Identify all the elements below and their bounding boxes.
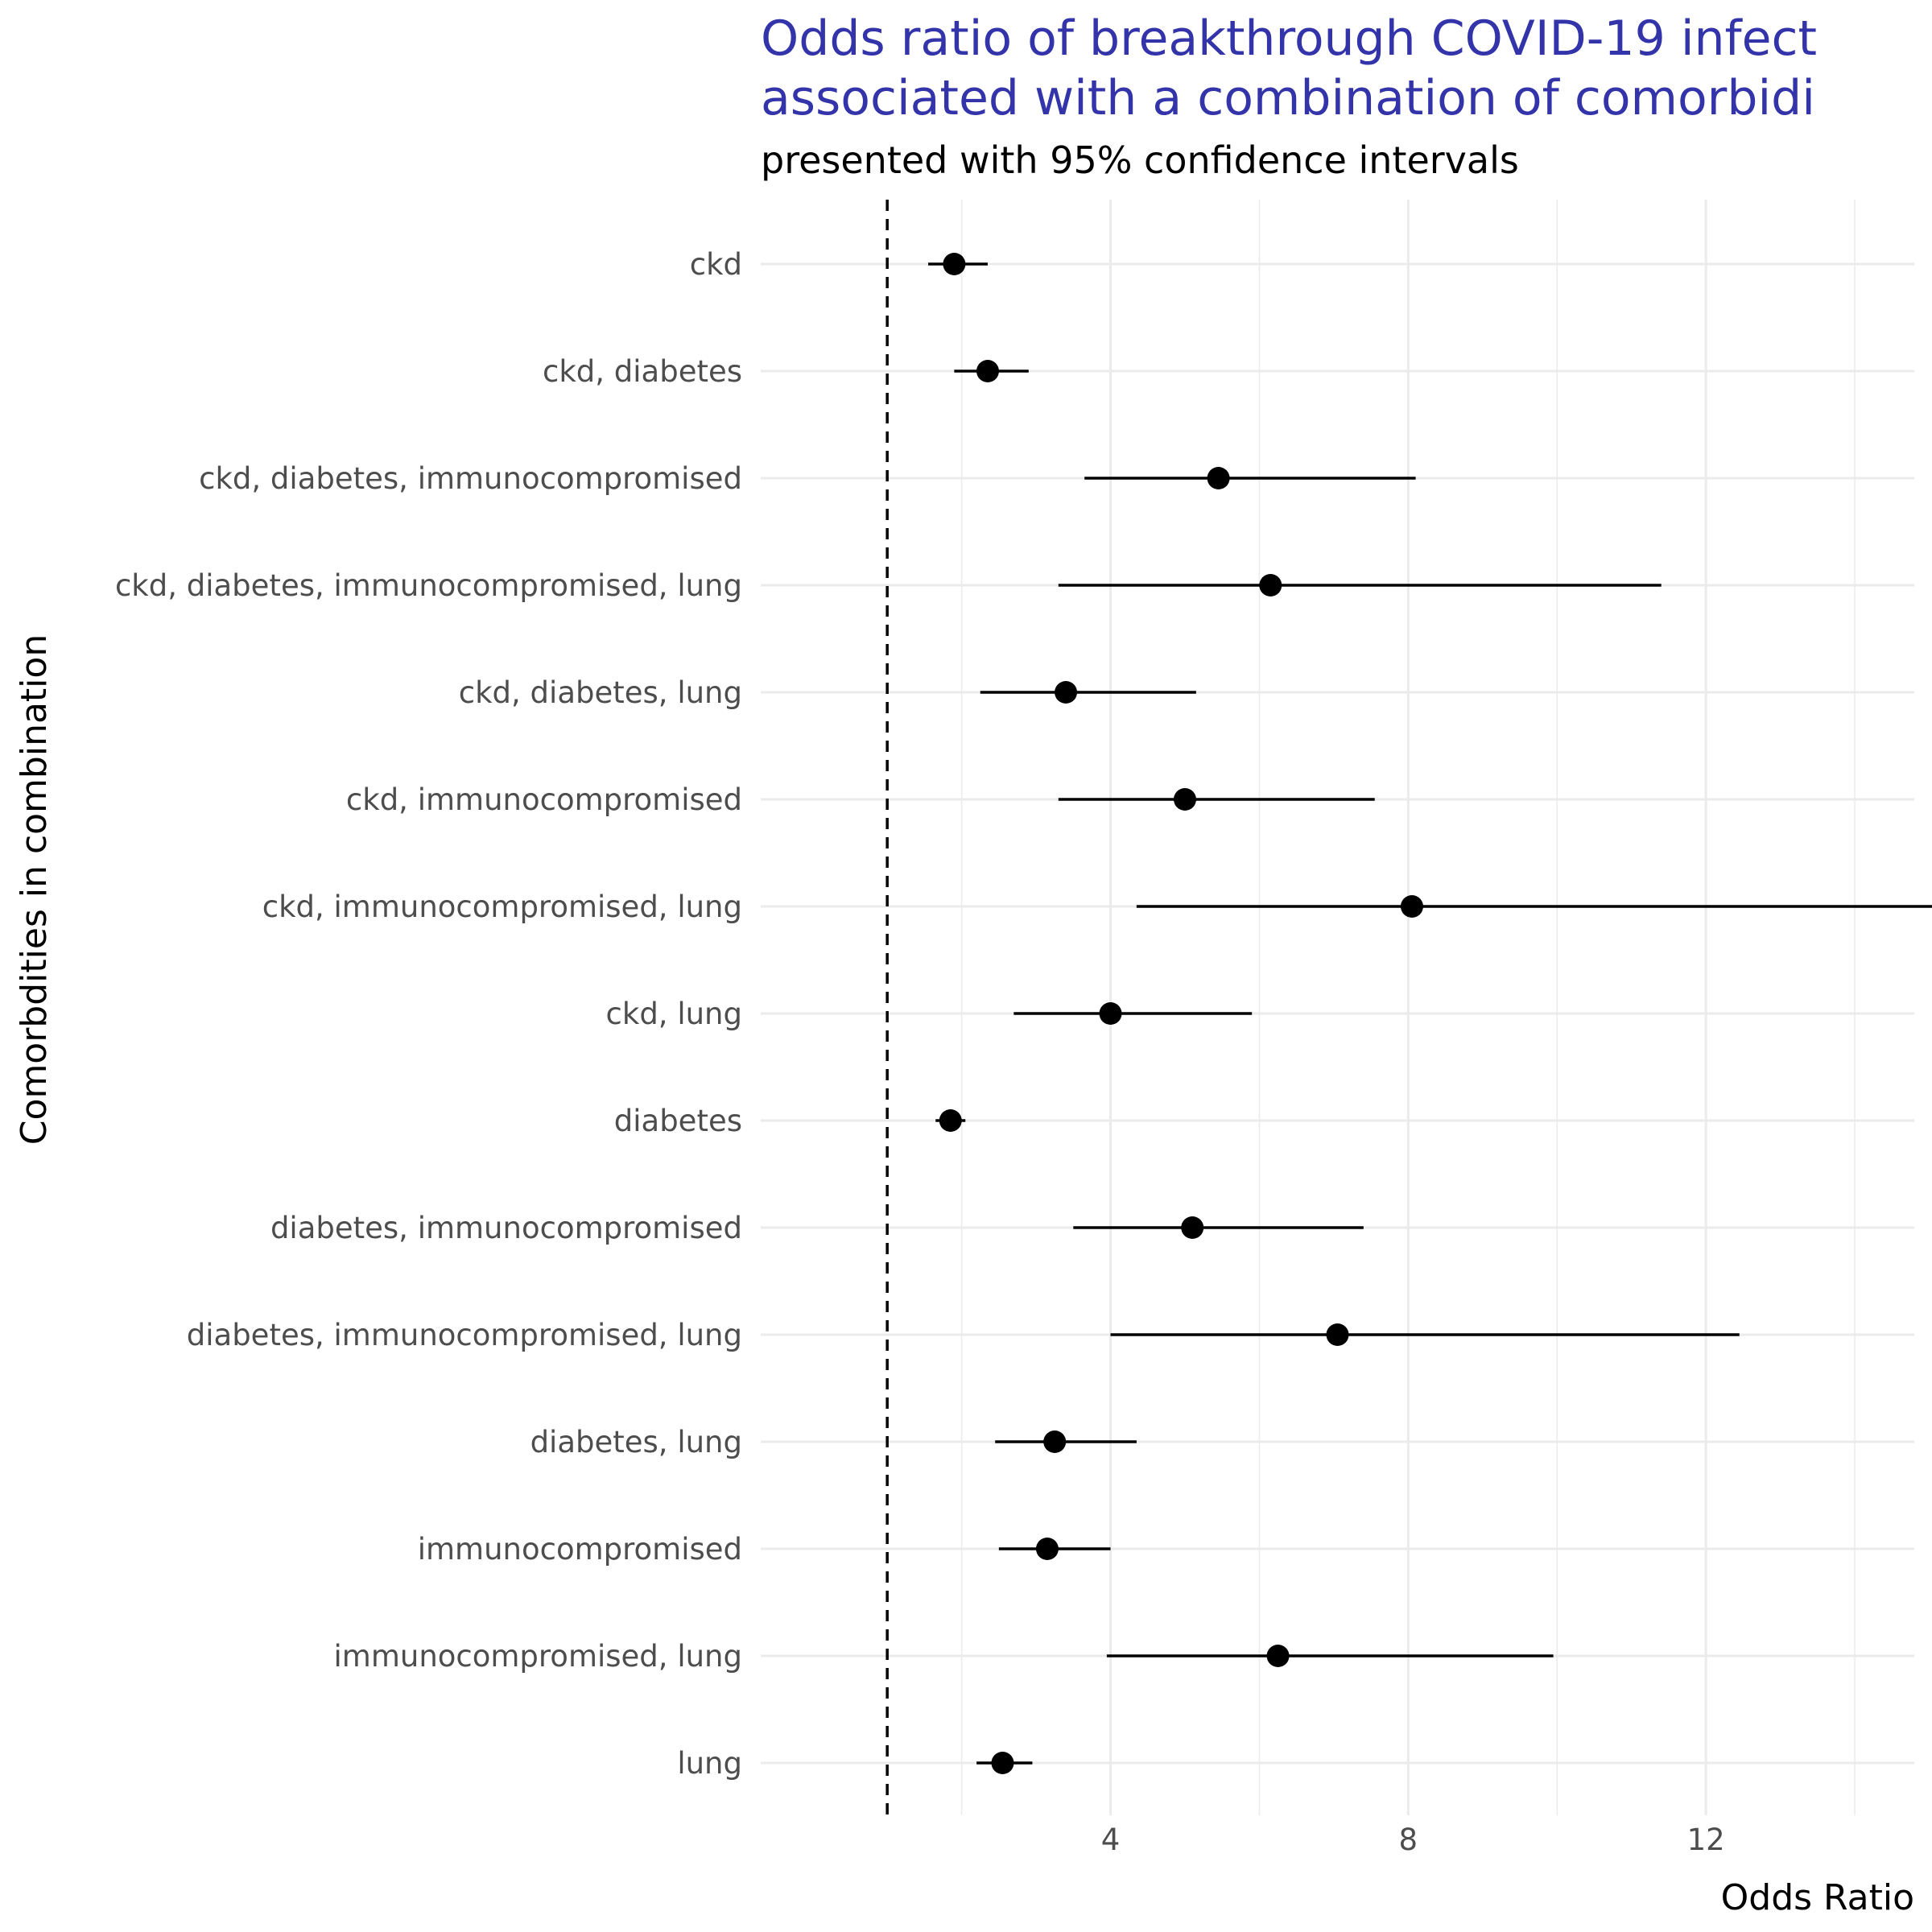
y-tick-label: ckd, lung [606,997,742,1031]
y-tick-label-layer: ckd ckd, diabetes ckd, diabetes, immunocom… [115,247,742,1781]
y-tick-label: diabetes [614,1104,742,1138]
y-axis-label: Comorbdities in combination [14,634,55,1145]
y-tick-label: ckd, immunocompromised [346,782,742,817]
y-tick-label: ckd, immunocompromised, lung [262,890,742,924]
x-tick-label-layer: 4 8 12 [1101,1823,1725,1857]
odds-ratio-point [1259,574,1282,597]
odds-ratio-point [939,1109,962,1132]
odds-ratio-point [1400,895,1423,918]
odds-ratio-point [1055,681,1078,704]
chart-title-line-2: associated with a combination of comorbi… [761,70,1815,126]
chart-subtitle: presented with 95% confidence intervals [761,138,1519,182]
odds-ratio-point [1043,1430,1067,1453]
y-tick-label: diabetes, lung [530,1425,742,1459]
odds-ratio-point [1099,1002,1122,1025]
odds-ratio-point [976,360,999,382]
odds-ratio-point [1207,467,1230,489]
y-tick-label: lung [677,1746,742,1781]
y-tick-label: diabetes, immunocompromised, lung [187,1318,742,1352]
odds-ratio-point [1173,788,1196,811]
y-tick-label: ckd, diabetes, immunocompromised [199,461,742,496]
y-tick-label: ckd, diabetes [543,354,742,389]
chart-title-line-1: Odds ratio of breakthrough COVID-19 infe… [761,10,1817,67]
x-tick-label: 4 [1101,1823,1121,1857]
odds-ratio-point [1035,1538,1059,1560]
odds-ratio-point [943,253,966,275]
y-tick-label: diabetes, immunocompromised [270,1211,742,1245]
x-tick-label: 8 [1399,1823,1418,1857]
y-tick-label: ckd, diabetes, immunocompromised, lung [115,568,742,603]
y-tick-label: immunocompromised, lung [334,1639,743,1674]
x-tick-label: 12 [1687,1823,1725,1857]
odds-ratio-point [1326,1323,1349,1346]
odds-ratio-point [991,1752,1014,1774]
y-tick-label: immunocompromised [418,1532,742,1567]
grid-layer [761,200,1914,1815]
y-tick-label: ckd, diabetes, lung [459,675,742,710]
confidence-interval-layer [928,262,1932,1765]
x-axis-label: Odds Ratio [1721,1877,1914,1918]
odds-ratio-point [1266,1645,1290,1667]
odds-ratio-point [1181,1216,1204,1239]
point-layer [939,253,1423,1774]
y-tick-label: ckd [690,247,742,282]
